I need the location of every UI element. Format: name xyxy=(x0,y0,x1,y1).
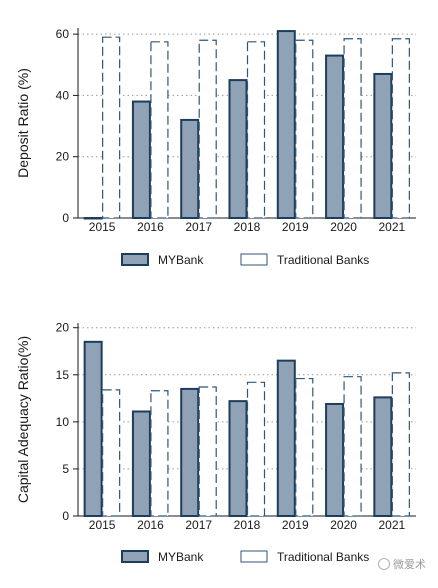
bar-traditional-2018 xyxy=(246,381,266,517)
bar-traditional-2020 xyxy=(343,376,362,517)
bar-mybank-2017 xyxy=(180,387,200,517)
bar-traditional-2017 xyxy=(198,39,217,219)
x-tick-label: 2019 xyxy=(282,220,309,234)
x-tick-label: 2020 xyxy=(330,518,357,532)
legend-swatch-mybank xyxy=(121,550,149,563)
legend-label-mybank: MYBank xyxy=(158,253,204,267)
bar-mybank-2016 xyxy=(131,100,151,219)
bar-mybank-2018 xyxy=(228,400,248,517)
watermark: 微爱术 xyxy=(378,556,426,572)
y-tick-label: 15 xyxy=(56,368,70,382)
y-tick-label: 0 xyxy=(62,211,69,225)
bar-mybank-2021 xyxy=(373,72,393,219)
bar-mybank-2020 xyxy=(325,54,345,220)
bar-mybank-2019 xyxy=(276,359,296,517)
y-tick-label: 60 xyxy=(56,27,70,41)
bar-traditional-2021 xyxy=(391,38,410,219)
bar-mybank-2015 xyxy=(83,340,103,517)
y-axis-label: Deposit Ratio (%) xyxy=(15,68,31,178)
x-tick-label: 2018 xyxy=(234,220,261,234)
x-tick-label: 2017 xyxy=(185,220,212,234)
legend-swatch-mybank xyxy=(121,253,149,266)
bar-mybank-2018 xyxy=(228,79,248,219)
bar-traditional-2015 xyxy=(102,36,121,219)
legend-swatch-traditional xyxy=(240,550,268,563)
bar-mybank-2016 xyxy=(131,410,151,517)
y-tick-label: 20 xyxy=(56,150,70,164)
bar-traditional-2018 xyxy=(246,41,266,219)
x-tick-label: 2021 xyxy=(379,220,406,234)
capital-adequacy-ratio-chart: 0 5 10 15 20 Capital Adequacy Ratio(%) 2015 201… xyxy=(15,321,416,564)
bar-traditional-2017 xyxy=(198,386,217,517)
x-tick-label: 2015 xyxy=(89,518,116,532)
x-tick-label: 2018 xyxy=(234,518,261,532)
bar-traditional-2019 xyxy=(295,39,314,219)
x-tick-label: 2021 xyxy=(379,518,406,532)
wechat-icon xyxy=(378,558,390,570)
y-tick-label: 10 xyxy=(56,415,70,429)
x-tick-label: 2015 xyxy=(89,220,116,234)
legend-label-traditional: Traditional Banks xyxy=(277,253,369,267)
legend-label-traditional: Traditional Banks xyxy=(277,550,369,564)
y-axis-label: Capital Adequacy Ratio(%) xyxy=(15,336,31,503)
y-tick-label: 5 xyxy=(62,462,69,476)
deposit-ratio-chart: 0 20 40 60 Deposit Ratio (%) 2015 2016 2017 2018… xyxy=(15,27,416,267)
bar-traditional-2016 xyxy=(150,41,169,219)
watermark-text: 微爱术 xyxy=(393,558,426,571)
legend-swatch-traditional xyxy=(240,253,268,266)
x-tick-label: 2016 xyxy=(137,220,164,234)
x-tick-label: 2017 xyxy=(185,518,212,532)
y-tick-label: 40 xyxy=(56,88,70,102)
bar-traditional-2021 xyxy=(391,372,410,517)
bar-mybank-2015 xyxy=(83,217,103,220)
bar-traditional-2015 xyxy=(102,389,121,517)
y-tick-label: 0 xyxy=(62,509,69,523)
x-tick-label: 2019 xyxy=(282,518,309,532)
bar-mybank-2017 xyxy=(180,118,200,219)
bar-mybank-2020 xyxy=(325,402,345,517)
bar-traditional-2016 xyxy=(150,390,169,517)
x-tick-label: 2016 xyxy=(137,518,164,532)
bar-mybank-2021 xyxy=(373,396,393,517)
legend-label-mybank: MYBank xyxy=(158,550,204,564)
bar-mybank-2019 xyxy=(276,30,296,220)
bar-traditional-2019 xyxy=(295,377,314,517)
x-tick-label: 2020 xyxy=(330,220,357,234)
bar-traditional-2020 xyxy=(343,38,362,219)
y-tick-label: 20 xyxy=(56,321,70,335)
